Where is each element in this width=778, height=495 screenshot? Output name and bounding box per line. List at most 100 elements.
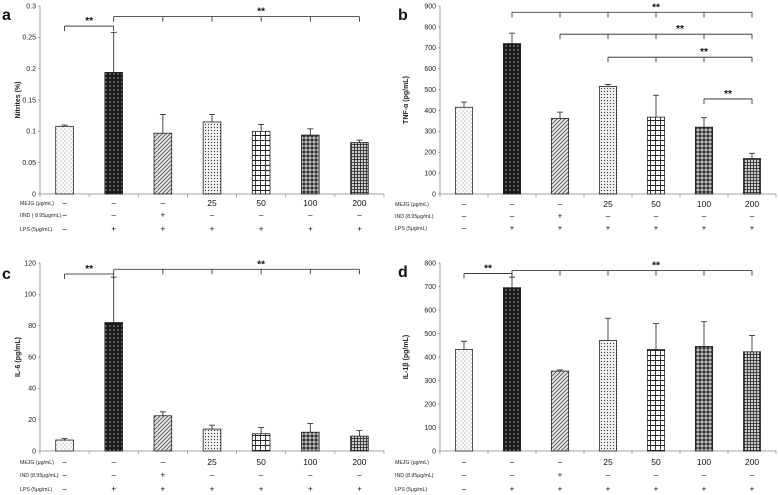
y-tick-label: 500	[424, 87, 436, 94]
table-cell: –	[357, 211, 362, 220]
panel-label: c	[2, 266, 11, 283]
table-cell: –	[62, 458, 67, 467]
table-cell: –	[161, 199, 166, 208]
table-row-label: IND (8.95μg/mL)	[20, 473, 59, 479]
table-cell: –	[62, 225, 67, 234]
bar-mejg-200	[350, 142, 369, 195]
table-cell: –	[111, 211, 116, 220]
table-row-label: MEJG (μg/mL)	[395, 460, 429, 466]
bar-lps	[104, 72, 123, 195]
table-cell: +	[259, 485, 264, 494]
table-row-label: MEJG (μg/mL)	[20, 460, 54, 466]
y-tick-label: 600	[424, 307, 436, 314]
significance-label: **	[652, 2, 660, 13]
bar-mejg-50	[251, 130, 271, 195]
bar-mejg-50	[646, 116, 666, 195]
table-row-label: LPS (5μg/mL)	[395, 226, 427, 232]
y-axis-label: TNF-α (pg/mL)	[403, 76, 410, 124]
table-cell: –	[210, 471, 215, 480]
table-row-label: MEJG (μg/mL)	[395, 202, 429, 208]
y-tick-label: 800	[424, 24, 436, 31]
bar-mejg-100	[694, 346, 714, 452]
table-cell: +	[161, 485, 166, 494]
bar-mejg-25	[202, 121, 222, 195]
table-row-label: IND (8.95μg/mL)	[395, 473, 434, 479]
table-cell: –	[308, 471, 313, 480]
table-cell: +	[654, 224, 659, 233]
bar-mejg-200	[742, 351, 762, 452]
y-tick-label: 300	[424, 378, 436, 385]
table-cell: 50	[651, 457, 661, 467]
table-cell: +	[750, 224, 755, 233]
table-cell: 200	[745, 199, 759, 209]
table-cell: 100	[303, 457, 317, 467]
table-cell: –	[462, 458, 467, 467]
table-cell: 25	[207, 457, 217, 467]
table-cell: +	[161, 225, 166, 234]
table-cell: –	[510, 458, 515, 467]
table-cell: +	[510, 485, 515, 494]
y-tick-label: 40	[28, 386, 36, 393]
y-tick-label: 0	[32, 448, 36, 455]
bar-mejg-100	[301, 431, 320, 452]
y-tick-label: 0.3	[26, 3, 36, 10]
y-tick-label: 0.1	[26, 129, 36, 136]
y-tick-label: 0.2	[26, 66, 36, 73]
significance-label: **	[700, 47, 708, 58]
table-cell: 25	[603, 457, 613, 467]
table-cell: +	[750, 485, 755, 494]
y-axis-label: IL-6 (pg/mL)	[15, 337, 22, 377]
table-cell: 200	[352, 457, 366, 467]
panel-b: b TNF-α (pg/mL) 0 100 200 300 400 500 600 700 800 9…	[395, 2, 777, 233]
table-cell: +	[606, 224, 611, 233]
table-cell: +	[702, 224, 707, 233]
table-row-label: IND (8.95μg/mL)	[395, 214, 434, 220]
table-cell: +	[558, 224, 563, 233]
y-tick-label: 300	[424, 129, 436, 136]
significance-label: **	[85, 264, 93, 275]
table-cell: +	[210, 225, 215, 234]
table-cell: 100	[303, 198, 317, 208]
bar-ind	[550, 117, 570, 195]
table-cell: –	[750, 212, 755, 221]
bar-mejg-50	[251, 433, 271, 452]
table-cell: –	[702, 471, 707, 480]
panel-c: c IL-6 (pg/mL) 0 20 40 60 80 100 120 ** ** MEJG (μg…	[2, 259, 385, 494]
significance-label: **	[257, 259, 265, 270]
table-cell: 100	[697, 199, 711, 209]
table-cell: 200	[352, 198, 366, 208]
panel-d: d IL-1β (pg/mL) 0 100 200 300 400 500 600 700 800 *…	[395, 260, 777, 494]
table-cell: 50	[256, 457, 266, 467]
significance-label: **	[257, 7, 265, 18]
table-cell: –	[308, 211, 313, 220]
y-tick-label: 0	[432, 191, 436, 198]
table-cell: –	[62, 471, 67, 480]
bar-ind	[550, 370, 570, 452]
y-tick-label: 700	[424, 284, 436, 291]
table-cell: –	[357, 471, 362, 480]
y-tick-label: 400	[424, 354, 436, 361]
y-tick-label: 800	[424, 260, 436, 267]
bar-ind	[153, 415, 173, 452]
bar-mejg-25	[202, 428, 222, 452]
table-cell: +	[161, 211, 166, 220]
y-axis-label: IL-1β (pg/mL)	[403, 335, 410, 379]
y-tick-label: 100	[24, 292, 36, 299]
bar-control	[55, 439, 74, 452]
y-tick-label: 0.25	[22, 35, 36, 42]
table-row-label: IIND ( 8.95μg/mL)	[20, 213, 62, 219]
table-cell: –	[510, 212, 515, 221]
bar-control	[454, 349, 474, 452]
y-tick-label: 0.15	[22, 97, 36, 104]
y-tick-label: 120	[24, 260, 36, 267]
y-tick-label: 100	[424, 171, 436, 178]
table-cell: +	[702, 485, 707, 494]
table-cell: +	[558, 212, 563, 221]
bar-lps	[502, 287, 522, 452]
table-cell: –	[259, 211, 264, 220]
table-cell: –	[558, 458, 563, 467]
table-cell: +	[357, 225, 362, 234]
y-tick-label: 80	[28, 323, 36, 330]
y-tick-label: 20	[28, 417, 36, 424]
panel-label: d	[398, 264, 408, 281]
